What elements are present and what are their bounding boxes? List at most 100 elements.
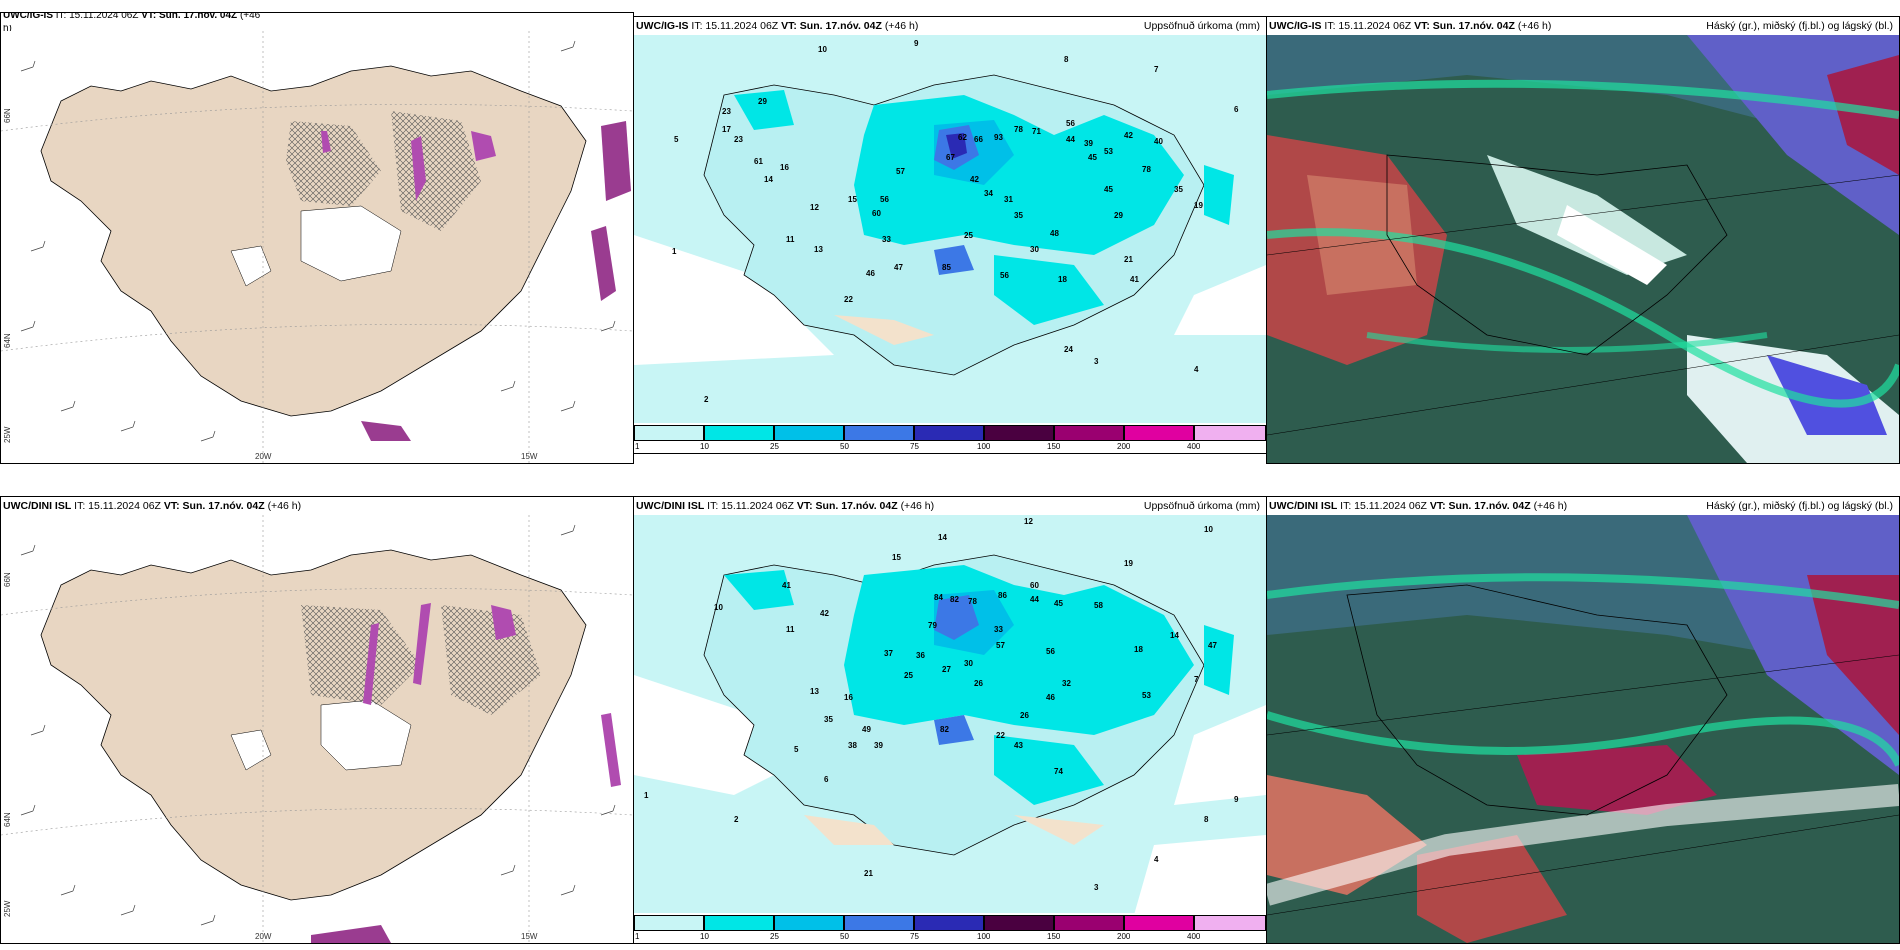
panel-header: UWC/IG-IS IT: 15.11.2024 06Z VT: Sun. 17… — [1, 12, 633, 25]
cbar-swatch — [704, 425, 774, 441]
panel-bottom-middle: UWC/DINI ISL IT: 15.11.2024 06Z VT: Sun.… — [633, 496, 1267, 944]
precip-value: 9 — [1234, 795, 1239, 804]
precip-value: 47 — [1208, 641, 1217, 650]
precip-value: 82 — [940, 725, 949, 734]
precip-value: 61 — [754, 157, 763, 166]
precip-value: 48 — [1050, 229, 1059, 238]
precip-value: 93 — [994, 133, 1003, 142]
cbar-label: 400 — [1187, 932, 1201, 941]
cbar-label: 25 — [770, 442, 779, 451]
precip-value: 10 — [714, 603, 723, 612]
precip-value: 78 — [1014, 125, 1023, 134]
precip-value: 19 — [1194, 201, 1203, 210]
precip-value: 46 — [866, 269, 875, 278]
valid-time: VT: Sun. 17.nóv. 04Z — [1414, 20, 1515, 32]
cbar-label: 75 — [910, 932, 919, 941]
precip-value: 25 — [904, 671, 913, 680]
precip-value: 46 — [1046, 693, 1055, 702]
precip-value: 41 — [1130, 275, 1139, 284]
precip-value: 53 — [1104, 147, 1113, 156]
precip-value: 78 — [968, 597, 977, 606]
model-name: UWC/IG-IS — [636, 20, 689, 32]
precip-value: 39 — [1084, 139, 1093, 148]
init-time: IT: 15.11.2024 06Z — [74, 500, 161, 512]
precip-value: 10 — [818, 45, 827, 54]
cbar-swatch — [634, 425, 704, 441]
panel-header: UWC/IG-IS IT: 15.11.2024 06Z VT: Sun. 17… — [634, 17, 1266, 35]
cbar-label: 150 — [1047, 932, 1061, 941]
precip-value: 22 — [844, 295, 853, 304]
precip-value: 22 — [996, 731, 1005, 740]
precip-value: 60 — [1030, 581, 1039, 590]
precip-value: 2 — [704, 395, 709, 404]
precip-value: 58 — [1094, 601, 1103, 610]
precip-value: 23 — [734, 135, 743, 144]
precip-value: 6 — [824, 775, 829, 784]
precip-value: 32 — [1062, 679, 1071, 688]
precip-value: 78 — [1142, 165, 1151, 174]
lead-time: (+46 h) — [900, 500, 935, 512]
lon-label-20w: 20W — [255, 452, 272, 461]
panel-bottom-right: UWC/DINI ISL IT: 15.11.2024 06Z VT: Sun.… — [1266, 496, 1900, 944]
precip-value: 66 — [974, 135, 983, 144]
precip-value: 56 — [880, 195, 889, 204]
precip-value: 40 — [1154, 137, 1163, 146]
precip-value: 41 — [782, 581, 791, 590]
cbar-label: 75 — [910, 442, 919, 451]
precip-value: 11 — [786, 625, 795, 634]
precip-value: 57 — [996, 641, 1005, 650]
lat-label-66n: 66N — [3, 108, 12, 123]
panel-top-left: UWC/IG-IS IT: 15.11.2024 06Z VT: Sun. 17… — [0, 12, 634, 464]
field-title: Háský (gr.), miðský (fj.bl.) og lágský (… — [1706, 500, 1893, 512]
precip-value: 67 — [946, 153, 955, 162]
lead-time: (+46 — [239, 12, 261, 21]
lead-time-wrap: h) — [3, 23, 12, 34]
precip-value: 12 — [1024, 517, 1033, 526]
precip-value: 16 — [844, 693, 853, 702]
precip-value: 25 — [964, 231, 973, 240]
cbar-label: 1 — [635, 442, 640, 451]
precip-value: 3 — [1094, 883, 1099, 892]
precip-value: 45 — [1054, 599, 1063, 608]
model-name: UWC/DINI ISL — [3, 500, 72, 512]
cbar-swatch — [984, 425, 1054, 441]
precip-value: 38 — [848, 741, 857, 750]
cbar-label: 150 — [1047, 442, 1061, 451]
precip-value: 4 — [1194, 365, 1199, 374]
precip-value: 5 — [674, 135, 679, 144]
field-title: Uppsöfnuð úrkoma (mm) — [1143, 20, 1260, 32]
lat-label-64n: 64N — [3, 333, 12, 348]
model-name: UWC/DINI ISL — [636, 500, 705, 512]
precip-value: 35 — [1174, 185, 1183, 194]
cbar-label: 1 — [635, 932, 640, 941]
panel-header: UWC/DINI ISL IT: 15.11.2024 06Z VT: Sun.… — [1267, 497, 1899, 515]
precip-value: 56 — [1046, 647, 1055, 656]
precip-value: 4 — [1154, 855, 1159, 864]
precip-value: 30 — [964, 659, 973, 668]
cbar-swatch — [704, 915, 774, 931]
cbar-swatch — [984, 915, 1054, 931]
valid-time: VT: Sun. 17.nóv. 04Z — [781, 20, 882, 32]
precip-value: 49 — [862, 725, 871, 734]
precip-value: 8 — [1064, 55, 1069, 64]
init-time: IT: 15.11.2024 06Z — [55, 12, 139, 21]
model-name: UWC/IG-IS — [3, 12, 53, 21]
precip-value: 37 — [884, 649, 893, 658]
precip-value: 29 — [758, 97, 767, 106]
precip-value: 1 — [672, 247, 677, 256]
precip-value: 29 — [1114, 211, 1123, 220]
lead-time: (+46 h) — [267, 500, 302, 512]
precip-value: 35 — [824, 715, 833, 724]
precip-value: 42 — [1124, 131, 1133, 140]
init-time: IT: 15.11.2024 06Z — [1340, 500, 1427, 512]
precip-value: 62 — [958, 133, 967, 142]
cbar-swatch — [914, 915, 984, 931]
colorbar: 1 10 25 50 75 100 150 200 400 — [634, 913, 1266, 943]
cloud-cover-map — [1267, 515, 1899, 943]
precip-value: 57 — [896, 167, 905, 176]
precip-value: 82 — [950, 595, 959, 604]
precip-value: 19 — [1124, 559, 1133, 568]
precip-map — [634, 515, 1266, 915]
precip-map — [634, 35, 1266, 425]
precip-value: 45 — [1104, 185, 1113, 194]
